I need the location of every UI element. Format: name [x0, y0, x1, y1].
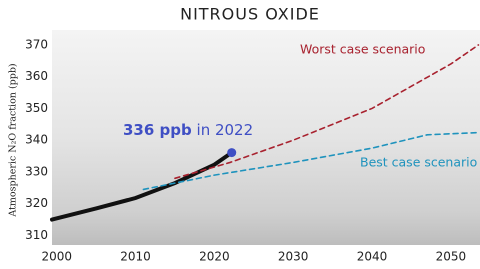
x-tick-label: 2000: [41, 250, 72, 264]
y-tick-label: 320: [25, 196, 48, 210]
scenario-line: [174, 44, 480, 180]
y-axis-label: Atmospheric N₂O fraction (ppb): [8, 63, 19, 217]
plot-background: [52, 30, 480, 245]
highlight-point: [227, 148, 237, 158]
y-tick-label: 340: [25, 133, 48, 147]
x-tick-label: 2050: [436, 250, 467, 264]
y-tick-label: 330: [25, 164, 48, 178]
annotation-value: 336 ppb: [123, 121, 192, 139]
y-tick-label: 310: [25, 228, 48, 242]
annotation: 336 ppb in 2022: [123, 121, 253, 139]
annotation-year: in 2022: [197, 121, 254, 139]
x-tick-label: 2040: [357, 250, 388, 264]
chart-title: NITROUS OXIDE: [180, 5, 320, 24]
x-tick-label: 2010: [120, 250, 151, 264]
observed-line: [50, 150, 234, 222]
series-label: Worst case scenario: [300, 42, 425, 57]
y-tick-label: 350: [25, 101, 48, 115]
scenario-line: [142, 131, 480, 191]
y-tick-label: 360: [25, 69, 48, 83]
x-tick-label: 2030: [278, 250, 309, 264]
y-tick-label: 370: [25, 37, 48, 51]
series-label: Best case scenario: [360, 155, 477, 170]
x-tick-label: 2020: [199, 250, 230, 264]
